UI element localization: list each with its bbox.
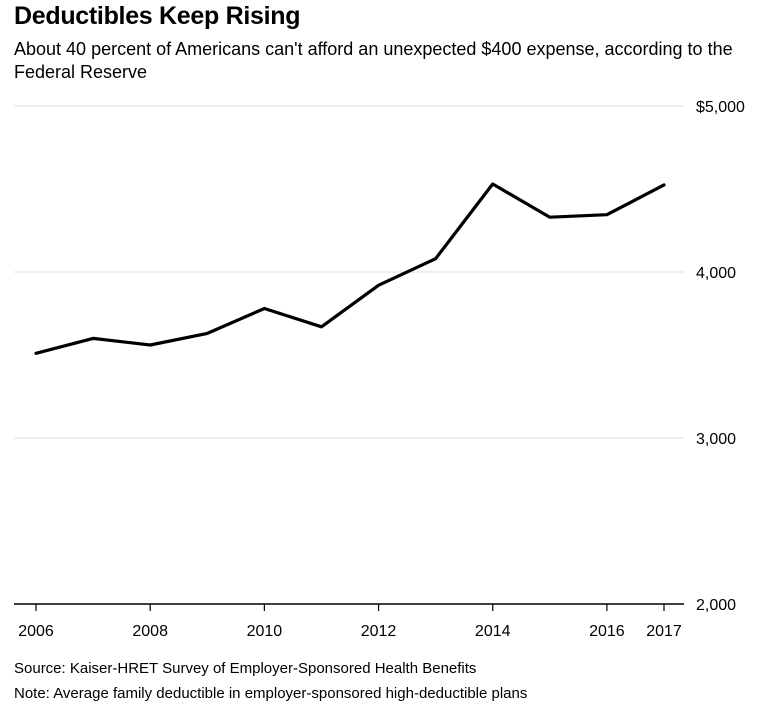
x-tick-label: 2010 [247, 623, 283, 640]
source-note: Source: Kaiser-HRET Survey of Employer-S… [14, 660, 477, 677]
y-tick-label: 2,000 [696, 597, 736, 614]
x-tick-label: 2006 [18, 623, 54, 640]
chart-title: Deductibles Keep Rising [14, 2, 301, 30]
y-tick-label: 4,000 [696, 265, 736, 282]
x-tick-label: 2017 [646, 623, 682, 640]
y-tick-label: $5,000 [696, 99, 745, 116]
x-tick-label: 2008 [132, 623, 168, 640]
series-line [34, 182, 666, 355]
x-tick-label: 2012 [361, 623, 397, 640]
x-tick-label: 2016 [589, 623, 625, 640]
chart-subtitle: About 40 percent of Americans can't affo… [14, 39, 733, 82]
footnote: Note: Average family deductible in emplo… [14, 685, 528, 702]
y-tick-label: 3,000 [696, 431, 736, 448]
x-tick-label: 2014 [475, 623, 511, 640]
